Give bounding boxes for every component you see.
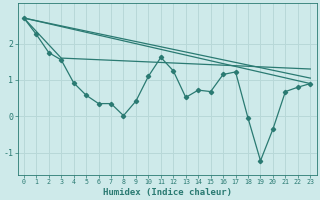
X-axis label: Humidex (Indice chaleur): Humidex (Indice chaleur) bbox=[103, 188, 232, 197]
